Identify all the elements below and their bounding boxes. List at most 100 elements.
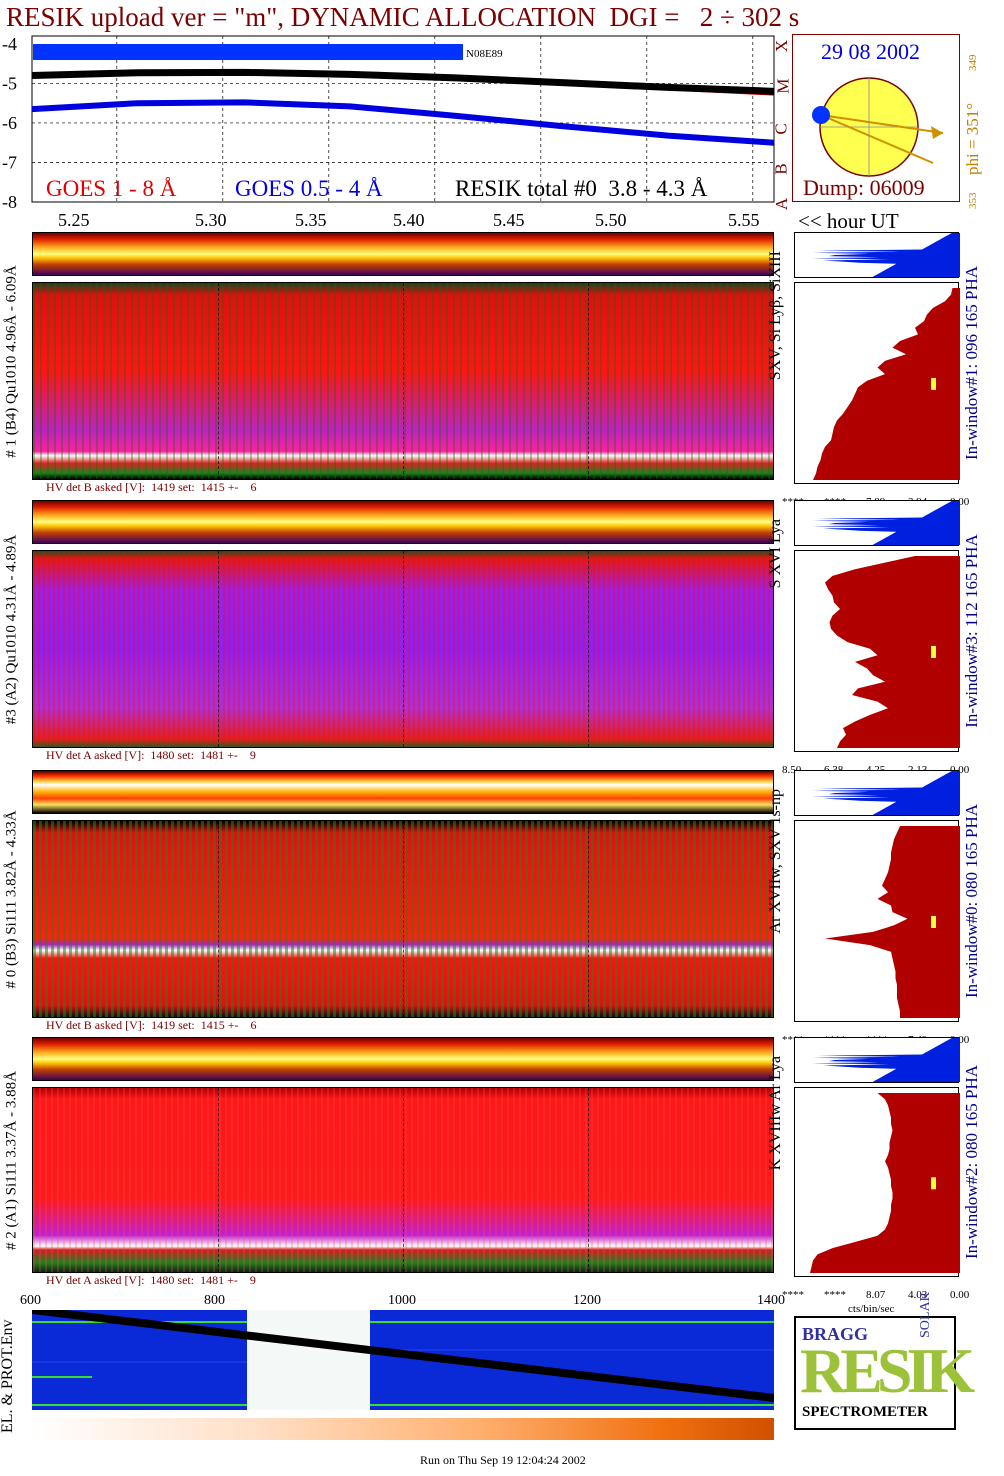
map-time-gridline [218, 1088, 219, 1272]
map-time-gridline [218, 551, 219, 747]
histogram-axis-tick: 0.00 [950, 1289, 970, 1301]
map-time-gridline [403, 1088, 404, 1272]
map-time-gridline [403, 283, 404, 479]
logo-bragg: BRAGG [802, 1324, 869, 1344]
goes-ytick-label: -7 [2, 152, 17, 172]
goes-ytick-label: -5 [2, 73, 17, 93]
goes-ytick-label: -8 [2, 192, 17, 212]
spectral-lines-label: SXV, Si Lyβ, SiXIII [767, 251, 784, 381]
phi-small-label: 349 [967, 54, 979, 72]
spectral-lines-label: K XVIIIw Ar Lya [767, 1056, 784, 1171]
noaa-region-label: N08E89 [466, 48, 503, 60]
histogram-axis-tick: 4.03 [908, 1289, 928, 1301]
map-time-gridline [403, 821, 404, 1017]
window-label: In-window#0: 080 165 PHA [962, 803, 981, 999]
time-tick: 5.40 [393, 210, 425, 230]
particle-env-colorbar [32, 1418, 774, 1440]
histogram-shape [813, 288, 960, 480]
spectral-lines-label: S XVI Lya [767, 519, 784, 589]
time-tick: 5.50 [595, 210, 627, 230]
goes-long-legend: GOES 1 - 8 Å [46, 176, 177, 201]
detector-panel: # 1 (B4) Qu1010 4.96Å - 6.09Å HV det B as… [0, 232, 1004, 514]
histogram-shape [825, 556, 960, 748]
integrated-profile [794, 770, 960, 816]
logo-resik: RESIK [800, 1335, 975, 1406]
integrated-profile [794, 1037, 960, 1083]
detector-panel: # 0 (B3) Si111 3.82Å - 4.33Å HV det B ask… [0, 770, 1004, 1052]
pha-window-marker [931, 915, 936, 928]
spectral-timeline-map [32, 1087, 774, 1273]
hv-status: HV det A asked [V]: 1480 set: 1481 +- 9 [46, 1273, 256, 1287]
profile-shape [811, 233, 960, 277]
goes-short-legend: GOES 0.5 - 4 Å [235, 176, 383, 201]
histogram-axis-tick: **** [782, 1289, 804, 1301]
map-time-gridline [588, 821, 589, 1017]
pha-window-marker [931, 1177, 936, 1190]
detector-channel-label: #3 (A2) Qu1010 4.31Å - 4.89Å [3, 534, 20, 725]
histogram-shape [825, 826, 960, 1018]
pha-window-marker [931, 645, 936, 658]
goes-series-line-1 [31, 99, 775, 146]
detector-panel: # 2 (A1) Si111 3.37Å - 3.88Å HV det A ask… [0, 1037, 1004, 1307]
goes-series-line-2 [31, 68, 775, 95]
bin-tick: 600 [20, 1293, 41, 1308]
map-time-gridline [403, 551, 404, 747]
window-label: In-window#2: 080 165 PHA [962, 1064, 981, 1260]
dump-number: Dump: 06009 [803, 175, 925, 200]
detector-channel-label: # 0 (B3) Si111 3.82Å - 4.33Å [3, 810, 20, 989]
phi-small-label-2: 353 [967, 192, 979, 210]
bin-tick: 1400 [757, 1293, 785, 1308]
hv-status: HV det B asked [V]: 1419 set: 1415 +- 6 [46, 1018, 257, 1032]
detector-channel-label: # 1 (B4) Qu1010 4.96Å - 6.09Å [3, 265, 20, 458]
observation-date: 29 08 2002 [821, 39, 920, 64]
pha-histogram [794, 282, 960, 484]
spectral-timeline-map [32, 550, 774, 748]
pha-histogram [794, 820, 960, 1022]
phi-angle-label: phi = 351° [963, 102, 982, 175]
time-tick: 5.35 [295, 210, 327, 230]
window-label: In-window#3: 112 165 PHA [962, 534, 981, 728]
map-time-gridline [588, 551, 589, 747]
sun-position-panel: 29 08 2002 Dump: 06009 [792, 34, 960, 202]
resik-counts-band [33, 44, 463, 60]
map-time-gridline [588, 283, 589, 479]
goes-class-a: A [772, 197, 792, 211]
integrated-profile [794, 500, 960, 546]
resik-total-legend: RESIK total #0 3.8 - 4.3 Å [455, 176, 708, 201]
particle-env-trend [32, 1310, 774, 1402]
particle-env-chart [32, 1310, 774, 1410]
time-tick: 5.30 [195, 210, 227, 230]
profile-shape [811, 771, 960, 815]
goes-class-axis: X M C B A [771, 36, 793, 210]
bin-tick: 1200 [573, 1293, 601, 1308]
goes-lightcurve-svg: -4 -5 -6 -7 -8 [2, 34, 775, 212]
spectral-strip [32, 232, 774, 276]
page-title: RESIK upload ver = "m", DYNAMIC ALLOCATI… [6, 2, 800, 32]
histogram-axis-tick: **** [824, 1289, 846, 1301]
goes-class-x: X [772, 39, 792, 53]
detector-channel-label: # 2 (A1) Si111 3.37Å - 3.88Å [3, 1071, 20, 1250]
hour-ut-label: << hour UT [798, 209, 899, 233]
time-axis: 5.25 5.30 5.35 5.40 5.45 5.50 5.55 [0, 210, 790, 234]
sun-disc-svg [812, 77, 944, 177]
pha-histogram [794, 550, 960, 752]
bin-tick: 800 [204, 1293, 225, 1308]
pha-window-marker [931, 377, 936, 390]
spectral-timeline-map [32, 820, 774, 1018]
bin-axis: 600 800 1000 1200 1400 [0, 1293, 790, 1313]
hist-unit-label: cts/bin/sec [848, 1303, 895, 1315]
logo-solar: SOLAR [918, 1292, 933, 1338]
spectral-timeline-map [32, 282, 774, 480]
goes-class-c: C [771, 123, 791, 135]
spectral-strip [32, 770, 774, 814]
window-label: In-window#1: 096 165 PHA [962, 265, 981, 461]
logo-spectrometer: SPECTROMETER [802, 1404, 928, 1420]
goes-ytick-label: -6 [2, 113, 17, 133]
profile-shape [811, 501, 960, 545]
map-time-gridline [588, 1088, 589, 1272]
goes-chart: -4 -5 -6 -7 -8 N08E89 GOES 1 - 8 Å GOES 0.5 … [0, 30, 793, 235]
spectral-lines-label: Ar XVIIw, SXV 1s-np [767, 789, 784, 934]
goes-class-b: B [771, 163, 791, 175]
map-time-gridline [218, 821, 219, 1017]
